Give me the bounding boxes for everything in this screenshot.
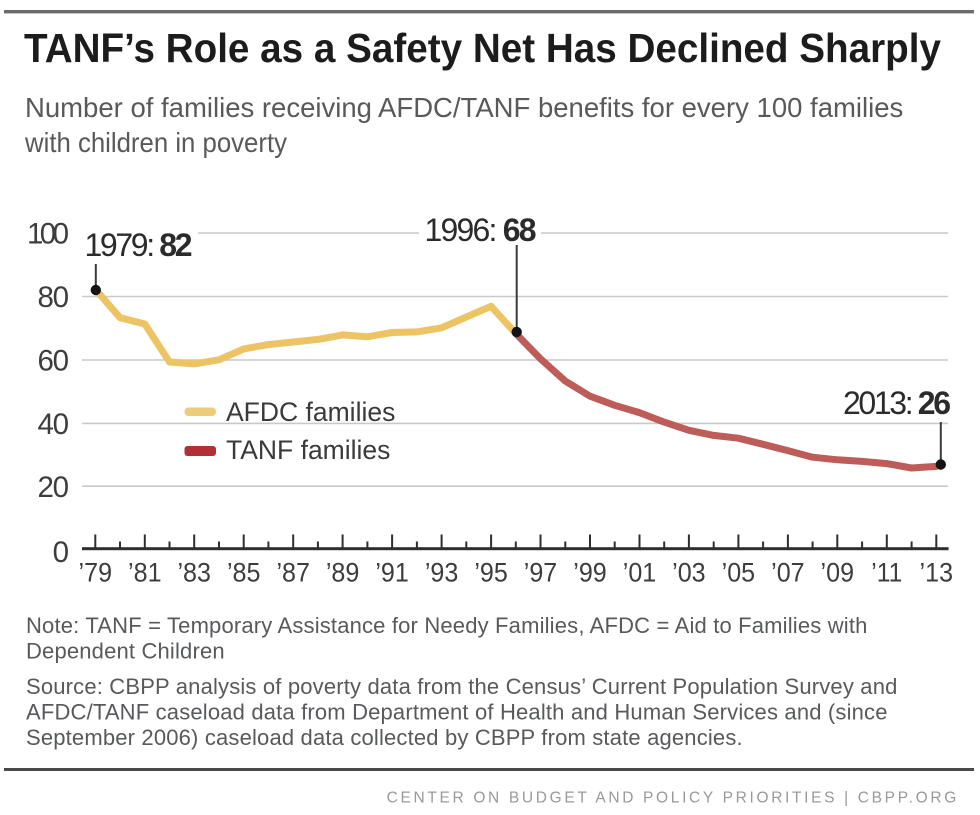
svg-text:0: 0: [53, 536, 69, 569]
svg-text:’07: ’07: [771, 557, 805, 587]
svg-text:’91: ’91: [375, 557, 409, 587]
svg-text:’99: ’99: [573, 557, 607, 587]
svg-text:’03: ’03: [672, 557, 706, 587]
svg-text:2013: 26: 2013: 26: [843, 385, 951, 421]
svg-text:CENTER ON BUDGET AND POLICY PR: CENTER ON BUDGET AND POLICY PRIORITIES |…: [387, 790, 959, 807]
svg-text:Source: CBPP analysis of pover: Source: CBPP analysis of poverty data fr…: [26, 674, 898, 699]
svg-text:60: 60: [38, 345, 70, 378]
svg-text:’79: ’79: [79, 557, 113, 587]
svg-text:1996: 68: 1996: 68: [425, 212, 537, 248]
svg-text:’89: ’89: [326, 557, 360, 587]
svg-text:’83: ’83: [177, 557, 211, 587]
svg-text:’13: ’13: [920, 557, 954, 587]
svg-text:80: 80: [38, 281, 70, 314]
svg-text:AFDC families: AFDC families: [226, 397, 395, 427]
svg-text:100: 100: [27, 218, 69, 251]
svg-text:’01: ’01: [623, 557, 657, 587]
svg-text:20: 20: [38, 471, 70, 504]
svg-text:Dependent Children: Dependent Children: [26, 639, 225, 664]
svg-text:with children in poverty: with children in poverty: [24, 127, 287, 158]
svg-text:September 2006) caseload data: September 2006) caseload data collected …: [26, 725, 743, 750]
svg-text:’11: ’11: [871, 557, 902, 587]
svg-text:’09: ’09: [821, 557, 855, 587]
svg-text:’87: ’87: [276, 557, 310, 587]
svg-text:AFDC/TANF caseload data from D: AFDC/TANF caseload data from Department …: [26, 700, 888, 725]
svg-text:1979: 82: 1979: 82: [85, 227, 193, 263]
svg-text:’95: ’95: [474, 557, 508, 587]
svg-text:’81: ’81: [128, 557, 162, 587]
svg-text:’85: ’85: [227, 557, 261, 587]
svg-text:’05: ’05: [722, 557, 756, 587]
svg-text:’97: ’97: [524, 557, 558, 587]
svg-text:40: 40: [38, 408, 70, 441]
svg-text:’93: ’93: [425, 557, 459, 587]
svg-text:TANF’s Role as a Safety Net Ha: TANF’s Role as a Safety Net Has Declined…: [24, 25, 941, 71]
svg-text:Number of families receiving A: Number of families receiving AFDC/TANF b…: [25, 92, 903, 123]
svg-text:Note: TANF = Temporary Assista: Note: TANF = Temporary Assistance for Ne…: [26, 613, 868, 638]
svg-text:TANF families: TANF families: [226, 435, 390, 465]
